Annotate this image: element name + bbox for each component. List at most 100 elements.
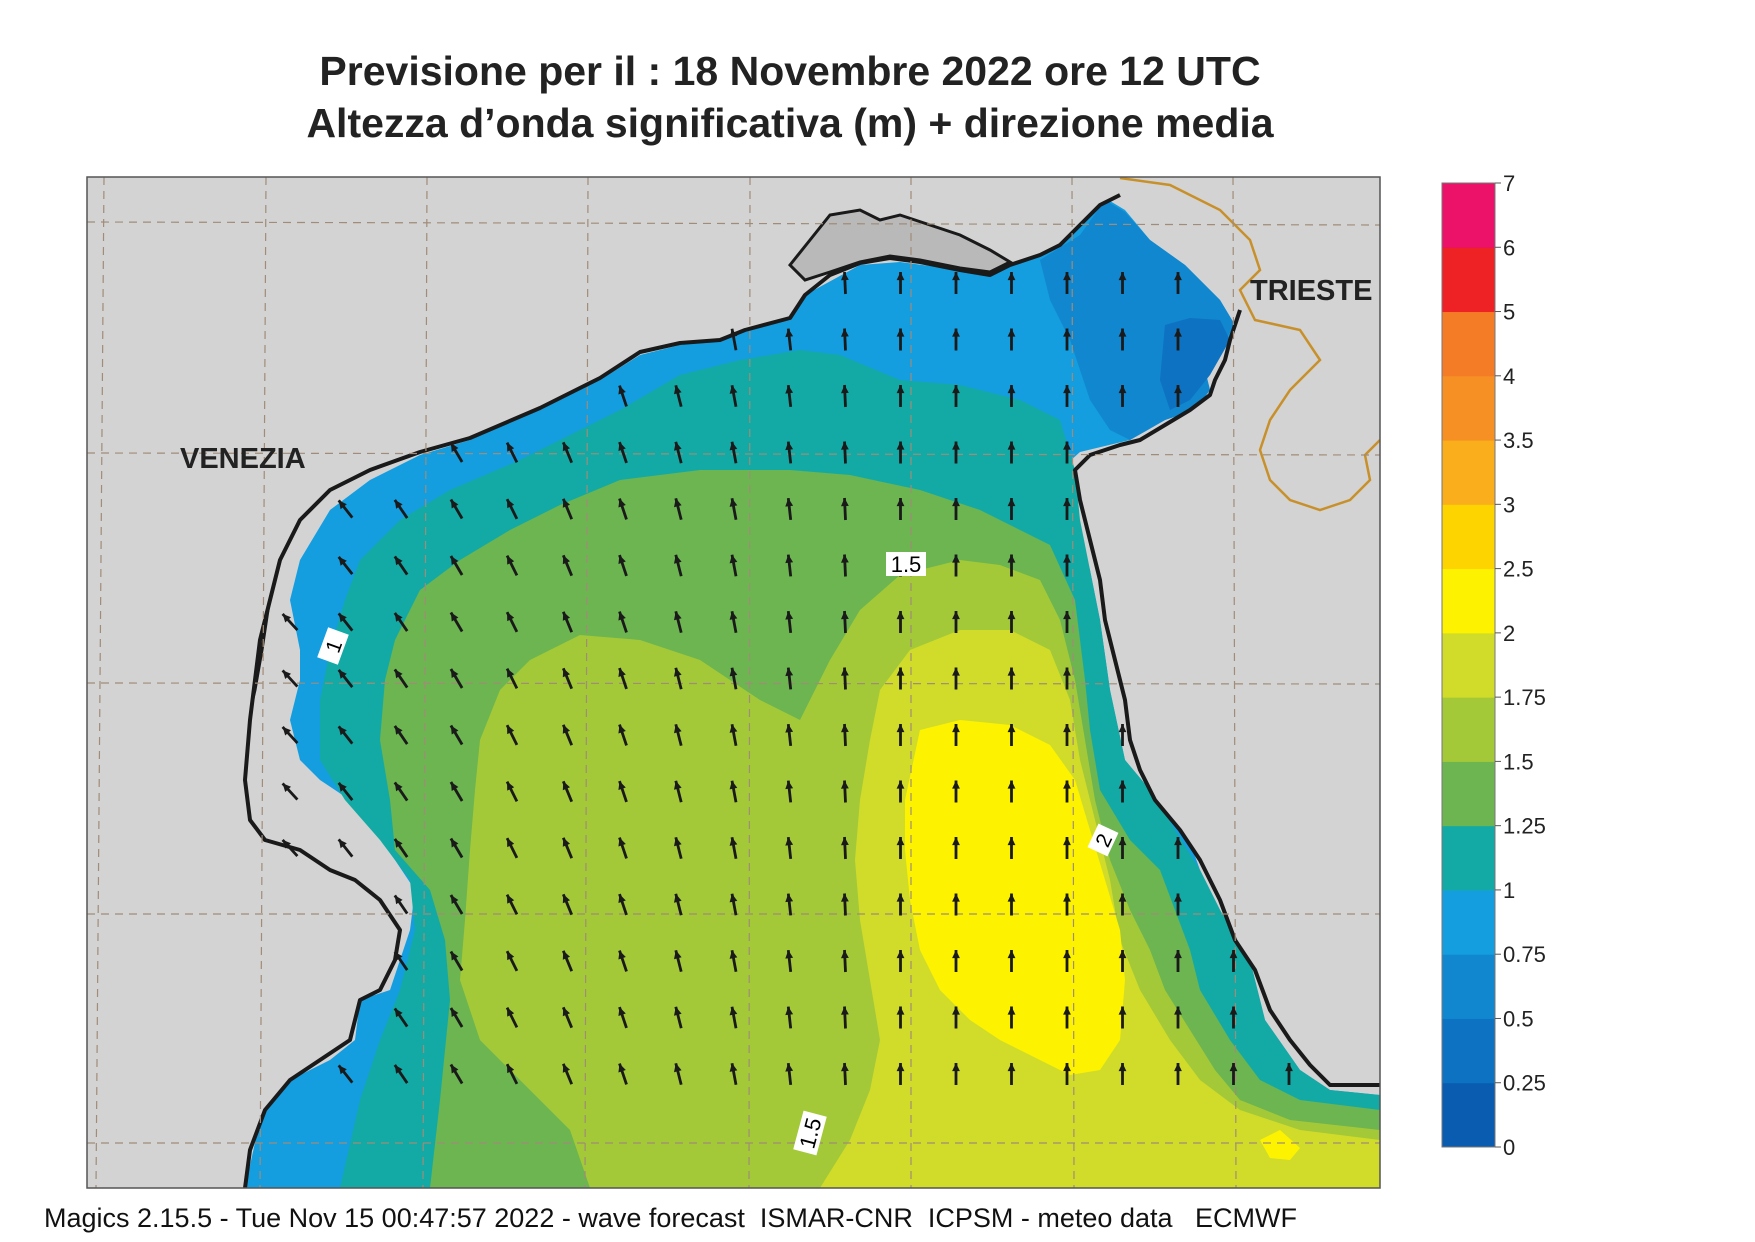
direction-arrowhead bbox=[785, 385, 794, 394]
direction-arrowhead bbox=[952, 272, 960, 281]
direction-arrowhead bbox=[841, 1063, 849, 1072]
legend-tick-label: 2 bbox=[1503, 621, 1515, 646]
direction-arrowhead bbox=[507, 838, 515, 848]
direction-arrowhead bbox=[1063, 1006, 1071, 1015]
direction-arrowhead bbox=[338, 669, 347, 679]
direction-arrowhead bbox=[841, 385, 849, 394]
direction-arrowhead bbox=[1007, 441, 1016, 450]
direction-arrowhead bbox=[1118, 272, 1127, 281]
direction-arrowhead bbox=[507, 612, 515, 622]
direction-arrowhead bbox=[1007, 950, 1016, 959]
direction-arrowhead bbox=[729, 667, 738, 677]
direction-arrowhead bbox=[338, 1065, 347, 1075]
legend-swatch bbox=[1442, 1082, 1495, 1148]
direction-arrowhead bbox=[1174, 837, 1182, 846]
direction-arrowhead bbox=[1118, 724, 1127, 733]
legend-swatch bbox=[1442, 375, 1495, 441]
direction-arrowhead bbox=[338, 782, 347, 792]
direction-arrowhead bbox=[282, 670, 291, 679]
coastline-west bbox=[243, 193, 1121, 1188]
direction-arrowhead bbox=[785, 893, 794, 903]
direction-arrowhead bbox=[507, 1007, 515, 1017]
direction-arrowhead bbox=[450, 782, 459, 791]
direction-arrowhead bbox=[952, 328, 960, 337]
direction-arrowhead bbox=[841, 950, 849, 959]
direction-arrowhead bbox=[394, 1008, 403, 1018]
direction-arrowhead bbox=[1174, 1063, 1182, 1072]
direction-arrowhead bbox=[394, 895, 403, 905]
direction-arrowhead bbox=[896, 950, 905, 959]
direction-arrowhead bbox=[394, 499, 403, 509]
legend-tick-label: 3.5 bbox=[1503, 428, 1534, 453]
legend-tick-label: 1.25 bbox=[1503, 814, 1546, 839]
direction-arrowhead bbox=[282, 783, 291, 792]
city-label-trieste: TRIESTE bbox=[1250, 275, 1372, 307]
direction-arrowhead bbox=[618, 668, 626, 677]
direction-arrowhead bbox=[1063, 385, 1071, 394]
legend-swatch bbox=[1442, 889, 1495, 955]
direction-arrowhead bbox=[785, 1063, 794, 1072]
direction-arrowhead bbox=[1063, 893, 1071, 902]
direction-arrowhead bbox=[674, 1006, 682, 1016]
direction-arrowhead bbox=[1174, 328, 1182, 337]
direction-arrowhead bbox=[450, 895, 459, 904]
direction-arrowhead bbox=[729, 1063, 738, 1072]
band-2 bbox=[905, 720, 1125, 1075]
legend-swatch bbox=[1442, 1018, 1495, 1084]
direction-arrowhead bbox=[896, 328, 905, 337]
direction-arrowhead bbox=[841, 272, 849, 281]
direction-arrowhead bbox=[729, 724, 738, 733]
direction-arrowhead bbox=[841, 441, 849, 450]
direction-arrowhead bbox=[841, 667, 849, 676]
direction-arrowhead bbox=[841, 780, 849, 789]
direction-arrowhead bbox=[562, 894, 570, 904]
direction-arrowhead bbox=[450, 838, 459, 848]
direction-arrowhead bbox=[841, 1006, 849, 1015]
legend-tick-label: 0 bbox=[1503, 1135, 1515, 1160]
direction-arrowhead bbox=[841, 498, 849, 507]
direction-arrowhead bbox=[729, 780, 738, 790]
legend-swatch bbox=[1442, 183, 1495, 248]
direction-arrowhead bbox=[1063, 950, 1071, 959]
direction-arrowhead bbox=[507, 725, 515, 735]
direction-arrows bbox=[281, 271, 1293, 1086]
legend-swatch bbox=[1442, 440, 1495, 505]
direction-arrowhead bbox=[1007, 611, 1016, 620]
national-border bbox=[1119, 177, 1380, 512]
direction-arrowhead bbox=[618, 1007, 626, 1016]
direction-arrowhead bbox=[785, 1006, 794, 1016]
direction-arrowhead bbox=[952, 950, 960, 959]
direction-arrowhead bbox=[785, 554, 794, 564]
map-frame bbox=[86, 176, 1381, 1189]
direction-arrowhead bbox=[896, 893, 905, 902]
direction-arrowhead bbox=[952, 1006, 960, 1015]
direction-arrowhead bbox=[562, 442, 570, 452]
legend-swatch bbox=[1442, 697, 1495, 762]
direction-arrowhead bbox=[674, 611, 682, 621]
direction-arrowhead bbox=[282, 839, 291, 849]
direction-arrowhead bbox=[450, 725, 459, 735]
direction-arrowhead bbox=[952, 893, 960, 902]
forecast-subtitle: Altezza d’onda significativa (m) + direz… bbox=[306, 100, 1274, 146]
legend-swatch bbox=[1442, 954, 1495, 1019]
direction-arrowhead bbox=[618, 385, 626, 395]
direction-arrowhead bbox=[896, 780, 905, 789]
coastline-east bbox=[1073, 309, 1380, 1087]
direction-arrowhead bbox=[729, 950, 738, 959]
direction-arrowhead bbox=[1007, 498, 1016, 507]
legend-tick-label: 1 bbox=[1503, 878, 1515, 903]
direction-arrowhead bbox=[507, 781, 515, 791]
direction-arrowhead bbox=[394, 612, 403, 622]
direction-arrowhead bbox=[450, 951, 459, 961]
direction-arrowhead bbox=[896, 667, 905, 676]
direction-arrowhead bbox=[1007, 385, 1016, 394]
band-2-small bbox=[1260, 1130, 1300, 1160]
direction-arrowhead bbox=[562, 1007, 570, 1017]
direction-arrowhead bbox=[674, 724, 682, 734]
direction-arrowhead bbox=[785, 498, 794, 507]
direction-arrowhead bbox=[1007, 1063, 1016, 1072]
direction-arrowhead bbox=[1118, 385, 1127, 394]
direction-arrowhead bbox=[952, 724, 960, 733]
direction-arrowhead bbox=[1118, 328, 1127, 337]
